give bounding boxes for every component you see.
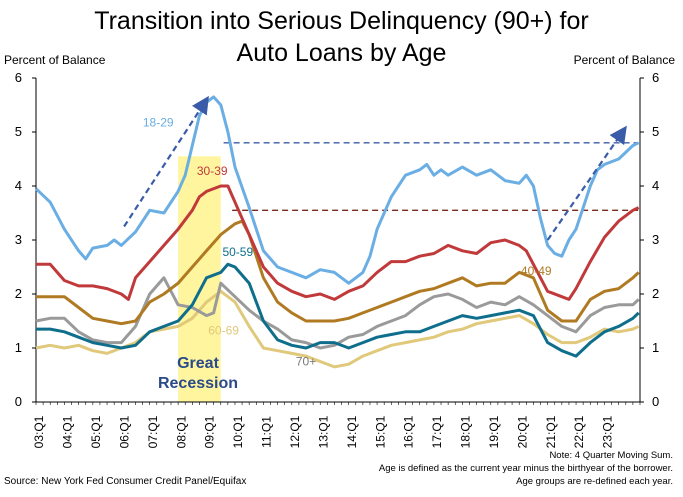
- y-tick-label-left: 1: [15, 340, 22, 355]
- recession-label-line2: Recession: [158, 375, 238, 392]
- y-tick-label-left: 3: [15, 232, 22, 247]
- recession-label-line1: Great: [177, 355, 219, 372]
- x-tick-label: 13:Q1: [316, 415, 330, 448]
- trend-arrow-1: [123, 95, 209, 228]
- x-tick-label: 18:Q1: [459, 415, 473, 448]
- series-line-40-49: [36, 219, 640, 326]
- chart-title-line1: Transition into Serious Delinquency (90+…: [94, 7, 589, 35]
- x-tick-label: 08:Q1: [174, 415, 188, 448]
- x-tick-label: 16:Q1: [402, 415, 416, 448]
- series-line-18-29: [34, 95, 640, 285]
- trend-arrow-2: [546, 125, 627, 241]
- x-tick-label: 11:Q1: [260, 416, 274, 448]
- series-line-50-59: [36, 262, 640, 358]
- x-tick-label: 15:Q1: [373, 415, 387, 448]
- x-tick-label: 06:Q1: [117, 415, 131, 448]
- y-tick-label-left: 0: [15, 394, 22, 409]
- y-tick-label-left: 2: [15, 286, 22, 301]
- y-tick-label-right: 3: [652, 232, 659, 247]
- x-tick-label: 03:Q1: [32, 415, 46, 448]
- y-tick-label-left: 5: [15, 124, 22, 139]
- y-tick-label-left: 6: [15, 70, 22, 85]
- y-tick-label-right: 4: [652, 178, 659, 193]
- series-label-30-39: 30-39: [197, 164, 228, 178]
- series-label-70+: 70+: [296, 354, 316, 368]
- note-line-1: Note: 4 Quarter Moving Sum.: [549, 450, 673, 461]
- x-tick-label: 05:Q1: [89, 415, 103, 448]
- series-label-50-59: 50-59: [222, 245, 253, 259]
- x-tick-label: 09:Q1: [203, 415, 217, 448]
- x-tick-label: 04:Q1: [61, 415, 75, 448]
- x-tick-label: 10:Q1: [231, 415, 245, 448]
- y-tick-label-right: 2: [652, 286, 659, 301]
- x-tick-label: 21:Q1: [544, 415, 558, 448]
- y-tick-label-right: 0: [652, 394, 659, 409]
- series-line-30-39: [36, 184, 640, 301]
- y-tick-label-left: 4: [15, 178, 22, 193]
- note-line-2: Age is defined as the current year minus…: [378, 463, 673, 474]
- series-label-40-49: 40-49: [521, 264, 552, 278]
- y-tick-label-right: 1: [652, 340, 659, 355]
- note-line-3: Age groups are re-defined each year.: [516, 476, 673, 487]
- x-tick-label: 23:Q1: [601, 415, 615, 448]
- x-tick-label: 19:Q1: [487, 415, 501, 448]
- x-tick-label: 17:Q1: [430, 415, 444, 448]
- y-tick-label-right: 6: [652, 70, 659, 85]
- x-tick-label: 22:Q1: [572, 415, 586, 448]
- left-axis-label: Percent of Balance: [4, 53, 106, 67]
- x-tick-label: 12:Q1: [288, 415, 302, 448]
- y-tick-label-right: 5: [652, 124, 659, 139]
- x-tick-label: 14:Q1: [345, 415, 359, 448]
- series-line-60-69: [35, 289, 640, 369]
- x-tick-label: 07:Q1: [146, 415, 160, 448]
- chart-title-line2: Auto Loans by Age: [236, 39, 447, 67]
- source-note: Source: New York Fed Consumer Credit Pan…: [4, 476, 247, 487]
- series-line-70+: [35, 276, 640, 350]
- x-tick-label: 20:Q1: [515, 415, 529, 448]
- series-label-18-29: 18-29: [143, 116, 174, 130]
- series-label-60-69: 60-69: [208, 324, 239, 338]
- right-axis-label: Percent of Balance: [573, 53, 675, 67]
